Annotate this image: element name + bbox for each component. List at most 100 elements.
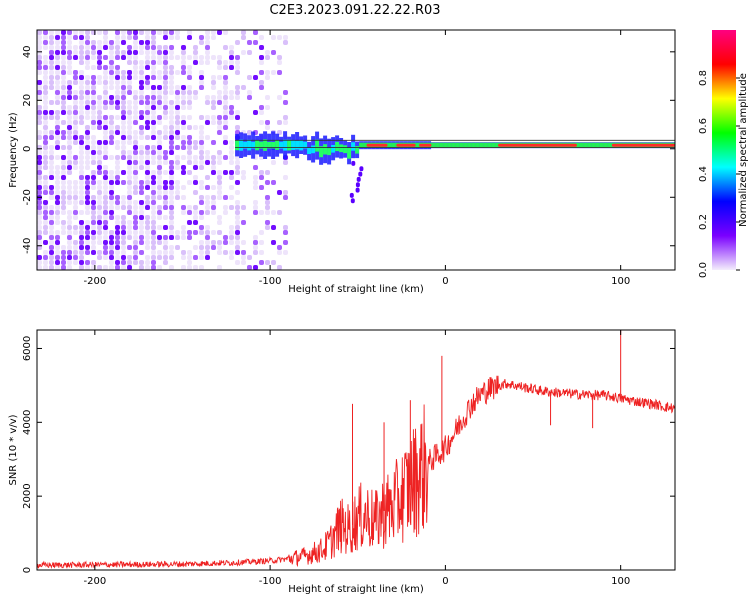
spectrogram-noise-cell — [67, 45, 72, 50]
spectrogram-noise-cell — [169, 140, 174, 145]
spectrogram-noise-cell — [211, 85, 216, 90]
spectrogram-noise-cell — [79, 30, 84, 35]
spectrogram-noise-cell — [145, 135, 150, 140]
spectrogram-noise-cell — [187, 220, 192, 225]
spectrogram-noise-cell — [61, 250, 66, 255]
spectrogram-noise-cell — [163, 195, 168, 200]
spectrogram-noise-cell — [127, 225, 132, 230]
spectrogram-noise-cell — [49, 230, 54, 235]
spectrogram-noise-cell — [67, 70, 72, 75]
spectrogram-noise-cell — [127, 120, 132, 125]
spectrogram-noise-cell — [109, 80, 114, 85]
spectrogram-noise-cell — [235, 235, 240, 240]
spectrogram-noise-cell — [199, 125, 204, 130]
spectrogram-signal-core — [447, 142, 452, 148]
spectrogram-noise-cell — [127, 245, 132, 250]
spectrogram-noise-cell — [37, 65, 42, 70]
spectrogram-noise-cell — [223, 120, 228, 125]
spectrogram-noise-cell — [223, 195, 228, 200]
spectrogram-noise-cell — [121, 110, 126, 115]
spectrogram-noise-cell — [55, 190, 60, 195]
spectrogram-noise-cell — [271, 240, 276, 245]
spectrogram-noise-cell — [91, 200, 96, 205]
spectrogram-noise-cell — [67, 65, 72, 70]
spectrogram-noise-cell — [115, 200, 120, 205]
spectrogram-noise-cell — [91, 125, 96, 130]
spectrogram-noise-cell — [43, 150, 48, 155]
spectrogram-noise-cell — [145, 205, 150, 210]
spectrogram-signal-core — [275, 140, 280, 150]
spectrogram-noise-cell — [49, 170, 54, 175]
spectrogram-noise-cell — [115, 255, 120, 260]
spectrogram-noise-cell — [163, 45, 168, 50]
spectrogram-noise-cell — [283, 190, 288, 195]
spectrogram-noise-cell — [163, 135, 168, 140]
spectrogram-noise-cell — [163, 50, 168, 55]
spectrogram-noise-cell — [223, 60, 228, 65]
spectrogram-noise-cell — [217, 130, 222, 135]
spectrogram-noise-cell — [37, 200, 42, 205]
spectrogram-noise-cell — [199, 215, 204, 220]
spectrogram-noise-cell — [121, 145, 126, 150]
spectrogram-noise-cell — [151, 100, 156, 105]
spectrogram-noise-cell — [37, 135, 42, 140]
spectrogram-signal-core — [475, 142, 480, 148]
spectrogram-noise-cell — [271, 70, 276, 75]
spectrogram-noise-cell — [79, 185, 84, 190]
spectrogram-noise-cell — [217, 220, 222, 225]
spectrogram-noise-cell — [97, 190, 102, 195]
spectrogram-noise-cell — [91, 65, 96, 70]
spectrogram-noise-cell — [121, 125, 126, 130]
spectrogram-noise-cell — [169, 35, 174, 40]
spectrogram-noise-cell — [67, 200, 72, 205]
spectrogram-noise-cell — [187, 180, 192, 185]
spectrogram-noise-cell — [151, 155, 156, 160]
spectrogram-noise-cell — [103, 245, 108, 250]
spectrogram-noise-cell — [253, 165, 258, 170]
spectrogram-noise-cell — [79, 230, 84, 235]
spectrogram-noise-cell — [211, 185, 216, 190]
spectrogram-noise-cell — [217, 265, 222, 270]
spectrogram-noise-cell — [217, 75, 222, 80]
spectrogram-noise-cell — [235, 90, 240, 95]
spectrogram-noise-cell — [151, 95, 156, 100]
spectrogram-noise-cell — [205, 185, 210, 190]
spectrogram-noise-cell — [205, 195, 210, 200]
spectrogram-noise-cell — [181, 185, 186, 190]
spectrogram-noise-cell — [103, 105, 108, 110]
spectrogram-noise-cell — [139, 115, 144, 120]
spectrogram-noise-cell — [157, 70, 162, 75]
spectrogram-noise-cell — [151, 195, 156, 200]
spectrogram-noise-cell — [157, 250, 162, 255]
spectrogram-noise-cell — [145, 155, 150, 160]
spectrogram-noise-cell — [127, 50, 132, 55]
spectrogram-noise-cell — [49, 110, 54, 115]
spectrogram-noise-cell — [97, 115, 102, 120]
spectrogram-noise-cell — [133, 215, 138, 220]
spectrogram-noise-cell — [103, 250, 108, 255]
spectrogram-noise-cell — [145, 35, 150, 40]
spectrogram-noise-cell — [121, 170, 126, 175]
spectrogram-noise-cell — [55, 170, 60, 175]
spectrogram-noise-cell — [139, 90, 144, 95]
spectrogram-noise-cell — [79, 110, 84, 115]
spectrogram-noise-cell — [67, 245, 72, 250]
spectrogram-noise-cell — [283, 240, 288, 245]
spectrogram-noise-cell — [145, 185, 150, 190]
spectrogram-noise-cell — [97, 110, 102, 115]
spectrogram-noise-cell — [127, 265, 132, 270]
spectrogram-noise-cell — [265, 225, 270, 230]
spectrogram-noise-cell — [43, 85, 48, 90]
spectrogram-noise-cell — [79, 155, 84, 160]
spectrogram-noise-cell — [133, 200, 138, 205]
spectrogram-noise-cell — [91, 215, 96, 220]
spectrogram-noise-cell — [253, 30, 258, 35]
spectrogram-noise-cell — [139, 80, 144, 85]
spectrogram-noise-cell — [79, 200, 84, 205]
spectrogram-noise-cell — [181, 55, 186, 60]
spectrogram-noise-cell — [97, 40, 102, 45]
spectrogram-noise-cell — [85, 55, 90, 60]
spectrogram-noise-cell — [97, 150, 102, 155]
spectrogram-noise-cell — [199, 40, 204, 45]
spectrogram-noise-cell — [145, 75, 150, 80]
